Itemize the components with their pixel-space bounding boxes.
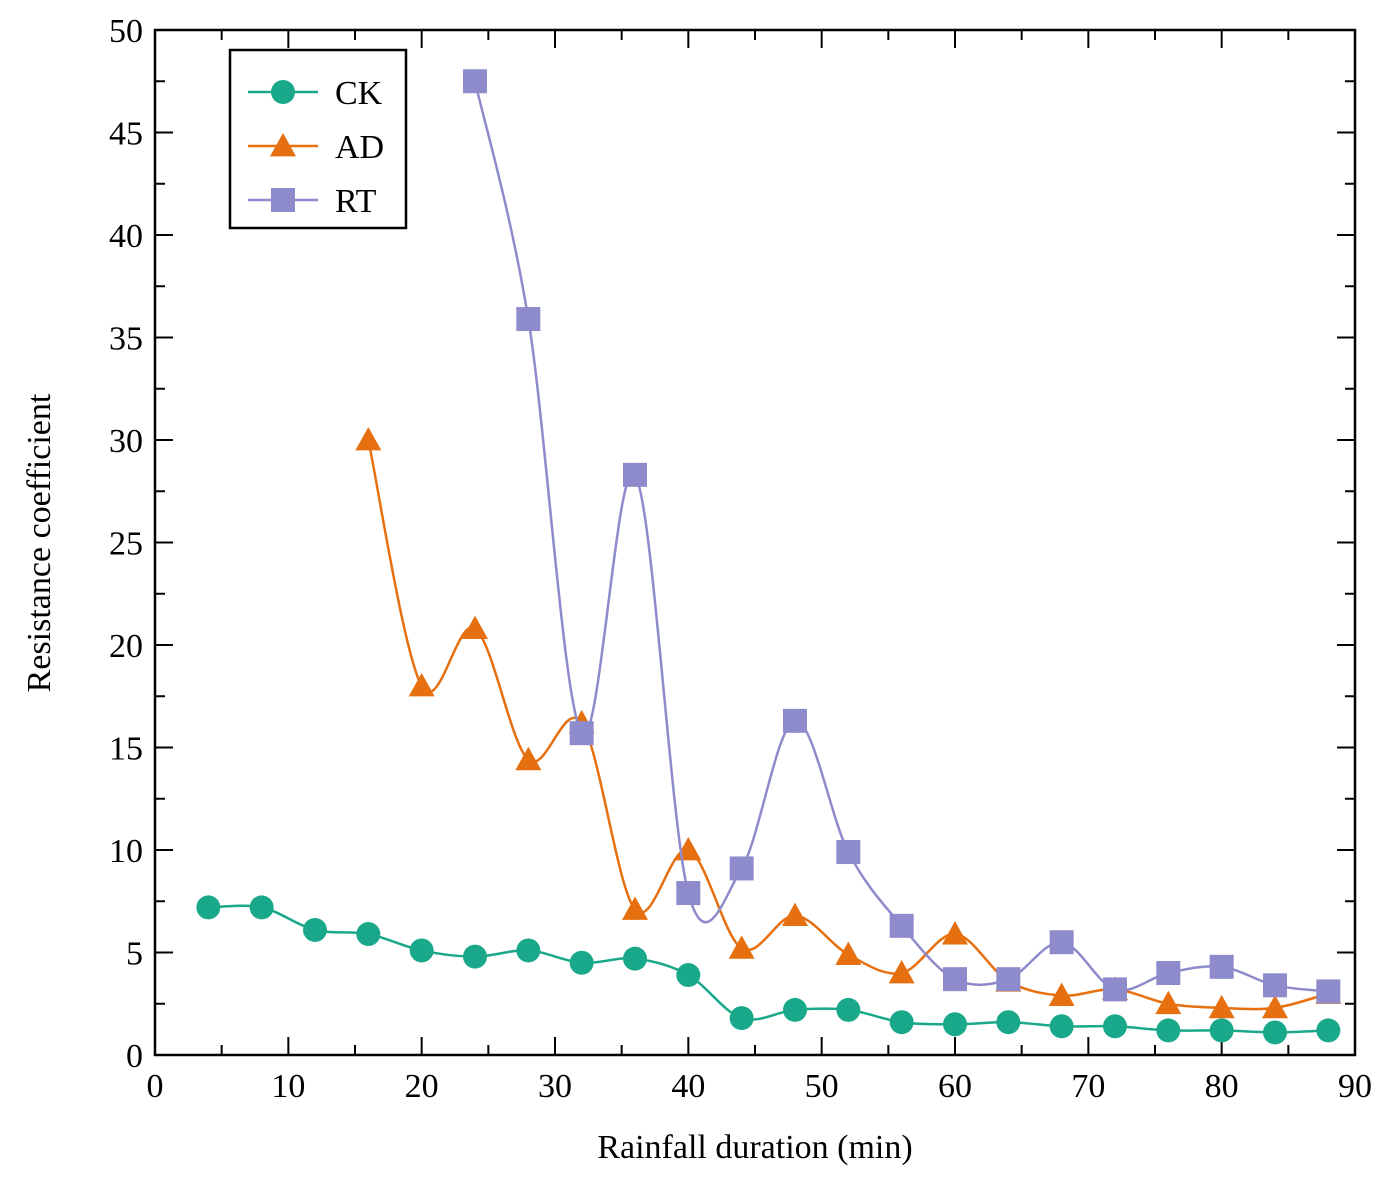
series-ad-point	[728, 935, 755, 959]
x-tick-label: 50	[805, 1068, 839, 1105]
series-rt-point	[783, 708, 807, 733]
series-rt-point	[996, 967, 1021, 992]
series-ad	[355, 427, 1342, 1019]
series-layer	[196, 69, 1342, 1045]
series-rt-point	[1103, 977, 1127, 1002]
series-rt-point	[1156, 961, 1181, 985]
series-ad-point	[355, 427, 382, 451]
series-rt-point	[623, 462, 647, 487]
axes: 0 10 20 30 40 50 60 70 80 90 0 5 10 15 20 25 30 35 40 45 50	[109, 13, 1372, 1105]
y-tick-label: 50	[109, 13, 143, 50]
series-ck-point	[303, 917, 327, 942]
legend-label-ck: CK	[335, 75, 383, 112]
x-tick-label: 10	[271, 1068, 305, 1105]
y-tick-label: 30	[109, 423, 143, 460]
series-ck-point	[729, 1006, 754, 1031]
series-ck-point	[943, 1012, 967, 1037]
legend-marker-rt	[271, 188, 295, 212]
series-ad-point	[1155, 990, 1182, 1015]
legend-marker-ad	[270, 133, 296, 157]
y-tick-label: 20	[109, 628, 143, 665]
series-ck-point	[889, 1010, 914, 1035]
series-ad-point	[515, 746, 542, 771]
series-ad-point	[1208, 994, 1235, 1019]
x-tick-label: 80	[1205, 1068, 1239, 1105]
series-ad-point	[942, 921, 968, 945]
y-tick-label: 25	[109, 526, 143, 563]
y-tick-label: 5	[126, 936, 143, 973]
series-rt-point	[569, 721, 594, 746]
series-ck-point	[996, 1010, 1021, 1035]
series-ad-point	[888, 960, 915, 984]
series-ck-point	[1263, 1020, 1287, 1045]
series-ad-point	[462, 615, 488, 639]
series-rt-point	[676, 881, 701, 906]
y-tick-label: 0	[126, 1038, 143, 1075]
series-ck-point	[836, 997, 861, 1022]
series-ad-point	[622, 896, 648, 920]
series-ck-point	[463, 944, 487, 969]
series-ck-point	[409, 938, 434, 963]
series-rt-line	[473, 80, 1329, 993]
legend-marker-ck	[271, 80, 295, 104]
x-tick-label: 90	[1338, 1068, 1372, 1105]
series-ck	[196, 895, 1341, 1045]
x-tick-label: 0	[147, 1068, 164, 1105]
x-tick-label: 40	[671, 1068, 705, 1105]
y-tick-label: 15	[109, 731, 143, 768]
legend-label-rt: RT	[335, 183, 377, 220]
series-rt-point	[943, 967, 967, 992]
series-ck-point	[1156, 1018, 1181, 1043]
x-tick-label: 20	[405, 1068, 439, 1105]
series-rt-point	[516, 307, 541, 332]
series-ck-point	[1316, 1018, 1341, 1043]
legend-box	[228, 48, 408, 230]
series-rt-point	[1049, 930, 1074, 955]
series-rt-point	[1316, 979, 1341, 1004]
series-rt	[463, 69, 1341, 1004]
series-rt-point	[729, 856, 754, 881]
series-rt-point	[1263, 973, 1287, 998]
x-axis-title: Rainfall duration (min)	[597, 1129, 912, 1166]
series-rt-point	[889, 913, 914, 938]
y-tick-label: 45	[109, 116, 143, 153]
series-rt-point	[836, 840, 861, 865]
x-tick-label: 30	[538, 1068, 572, 1105]
series-ck-point	[1103, 1014, 1127, 1039]
series-ck-point	[516, 938, 541, 963]
series-rt-point	[463, 69, 487, 94]
y-tick-label: 40	[109, 218, 143, 255]
series-rt-point	[1209, 954, 1234, 979]
series-ad-line	[367, 439, 1329, 1011]
legend: CK AD RT	[228, 48, 408, 230]
series-ck-point	[623, 946, 647, 971]
legend-label-ad: AD	[335, 129, 384, 166]
series-ad-point	[1048, 982, 1075, 1006]
x-tick-label: 60	[938, 1068, 972, 1105]
series-ad-point	[782, 902, 808, 926]
series-ck-line	[208, 904, 1329, 1034]
series-ad-point	[408, 673, 435, 697]
series-ck-point	[249, 895, 274, 920]
series-ck-point	[196, 895, 221, 920]
series-ad-point	[835, 941, 862, 965]
y-tick-label: 35	[109, 321, 143, 358]
series-ck-point	[569, 950, 594, 975]
series-ck-point	[676, 963, 701, 988]
series-ck-point	[1209, 1018, 1234, 1043]
series-ck-point	[1049, 1014, 1074, 1039]
series-ck-point	[356, 922, 381, 947]
y-tick-label: 10	[109, 833, 143, 870]
series-ad-point	[1262, 994, 1288, 1019]
x-tick-label: 70	[1071, 1068, 1105, 1105]
y-axis-title: Resistance coefficient	[21, 393, 58, 692]
series-ck-point	[783, 997, 807, 1022]
